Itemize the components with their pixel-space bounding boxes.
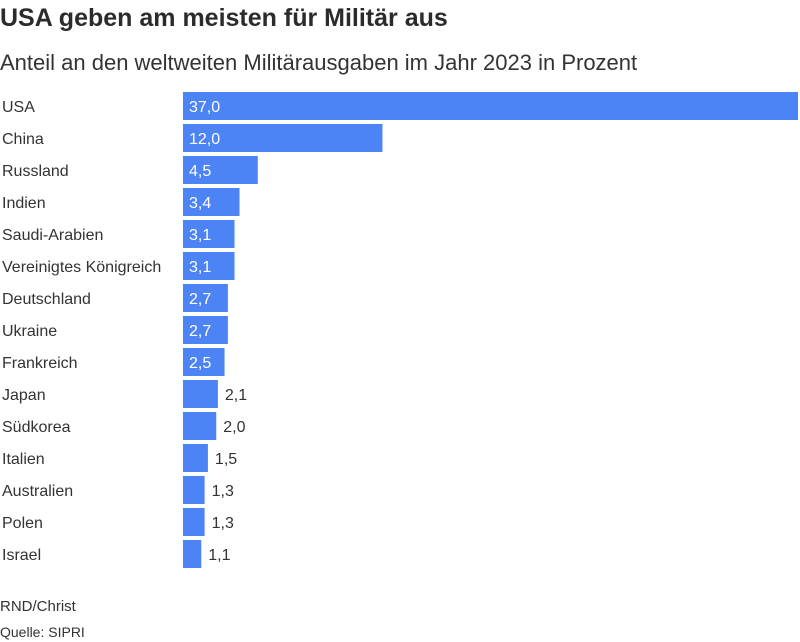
- credit-text: RND/Christ: [0, 598, 76, 615]
- bar: [183, 380, 218, 408]
- bar: [183, 444, 208, 472]
- category-label: Japan: [2, 387, 46, 404]
- value-label: 2,5: [189, 355, 211, 372]
- bar: [183, 92, 798, 120]
- value-label: 4,5: [189, 163, 211, 180]
- category-label: USA: [2, 99, 35, 116]
- value-label: 1,3: [212, 483, 234, 500]
- bar: [183, 348, 225, 376]
- source-text: Quelle: SIPRI: [0, 624, 85, 640]
- value-label: 37,0: [189, 99, 220, 116]
- value-label: 1,1: [208, 547, 230, 564]
- value-label: 3,1: [189, 227, 211, 244]
- bar: [183, 252, 235, 280]
- category-label: Russland: [2, 163, 69, 180]
- category-label: Ukraine: [2, 323, 57, 340]
- category-label: Vereinigtes Königreich: [2, 259, 161, 276]
- bar: [183, 156, 258, 184]
- bar: [183, 508, 205, 536]
- value-label: 2,7: [189, 323, 211, 340]
- value-label: 12,0: [189, 131, 220, 148]
- bar: [183, 124, 383, 152]
- category-label: Saudi-Arabien: [2, 227, 103, 244]
- value-label: 1,5: [215, 451, 237, 468]
- value-label: 3,4: [189, 195, 211, 212]
- bar: [183, 412, 217, 440]
- bar: [183, 540, 202, 568]
- value-label: 1,3: [212, 515, 234, 532]
- value-label: 2,0: [223, 419, 245, 436]
- bar-chart: USA 37,0 China 12,0 Russland 4,5 Indien 3,4 Saud…: [2, 92, 798, 568]
- category-label: Indien: [2, 195, 46, 212]
- value-label: 3,1: [189, 259, 211, 276]
- category-label: Italien: [2, 451, 45, 468]
- chart-subtitle: Anteil an den weltweiten Militärausgaben…: [0, 50, 638, 75]
- category-label: Israel: [2, 547, 41, 564]
- category-label: China: [2, 131, 44, 148]
- chart-title: USA geben am meisten für Militär aus: [0, 4, 448, 32]
- bar: [183, 316, 228, 344]
- value-label: 2,1: [225, 387, 247, 404]
- category-label: Südkorea: [2, 419, 71, 436]
- category-label: Australien: [2, 483, 73, 500]
- category-label: Frankreich: [2, 355, 78, 372]
- bar: [183, 476, 205, 504]
- bar: [183, 188, 240, 216]
- bar: [183, 284, 228, 312]
- category-label: Deutschland: [2, 291, 91, 308]
- category-label: Polen: [2, 515, 43, 532]
- bar: [183, 220, 235, 248]
- value-label: 2,7: [189, 291, 211, 308]
